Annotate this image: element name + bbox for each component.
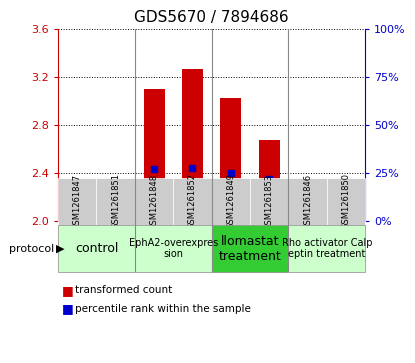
Bar [67,213,88,221]
Text: GSM1261849: GSM1261849 [226,174,235,229]
Text: llomastat
treatment: llomastat treatment [219,234,281,263]
Text: ■: ■ [62,284,74,297]
Bar [212,225,288,272]
Bar [105,214,126,221]
Text: GSM1261853: GSM1261853 [265,174,274,229]
Text: ▶: ▶ [56,244,64,254]
Bar [288,178,327,225]
Bar [135,178,173,225]
Bar [250,178,288,225]
Text: protocol: protocol [9,244,54,254]
Bar [335,200,356,221]
Text: EphA2-overexpres
sion: EphA2-overexpres sion [129,238,218,260]
Bar [220,98,242,221]
Text: GSM1261852: GSM1261852 [188,174,197,229]
Text: GSM1261846: GSM1261846 [303,174,312,229]
Bar [259,140,280,221]
Text: GSM1261848: GSM1261848 [149,174,159,229]
Bar [327,178,365,225]
Title: GDS5670 / 7894686: GDS5670 / 7894686 [134,10,289,25]
Text: GSM1261850: GSM1261850 [342,174,351,229]
Text: GSM1261851: GSM1261851 [111,174,120,229]
Bar [144,89,165,221]
Text: Rho activator Calp
eptin treatment: Rho activator Calp eptin treatment [281,238,372,260]
Bar [58,178,96,225]
Bar [58,225,135,272]
Text: ■: ■ [62,302,74,315]
Bar [288,225,365,272]
Bar [182,69,203,221]
Text: GSM1261847: GSM1261847 [73,174,82,229]
Text: percentile rank within the sample: percentile rank within the sample [75,303,251,314]
Bar [135,225,212,272]
Bar [212,178,250,225]
Bar [173,178,212,225]
Text: transformed count: transformed count [75,285,172,295]
Bar [297,215,318,221]
Bar [96,178,135,225]
Text: control: control [75,242,118,255]
